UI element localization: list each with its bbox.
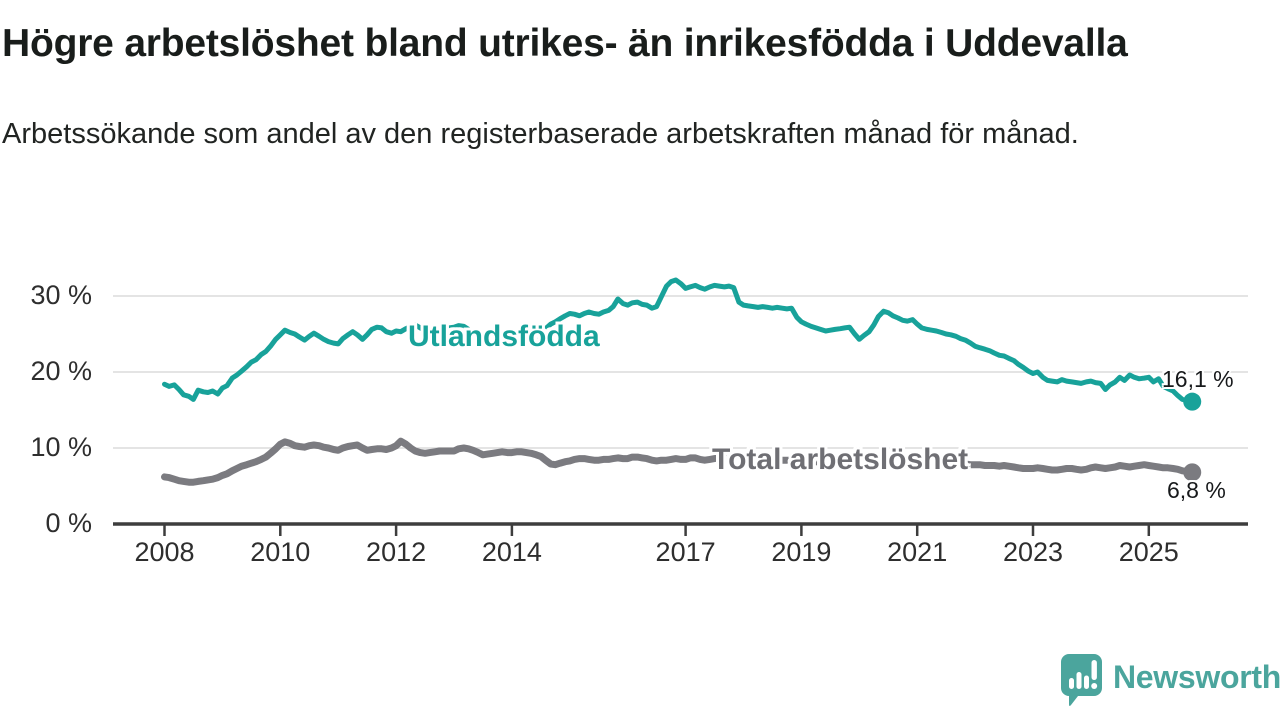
- x-axis-tick-label: 2010: [250, 537, 311, 567]
- x-axis-tick-label: 2025: [1118, 537, 1179, 567]
- y-axis-tick-label: 0 %: [45, 507, 92, 538]
- brand-wordmark: Newsworthy: [1113, 659, 1280, 695]
- chart-subtitle: Arbetssökande som andel av den registerb…: [2, 118, 1079, 150]
- series-end-dot-utlandsfodda: [1183, 392, 1202, 411]
- end-value-label-utlandsfodda: 16,1 %: [1162, 366, 1234, 392]
- x-axis-tick-label: 2023: [1002, 537, 1064, 567]
- x-axis-tick-label: 2008: [134, 537, 195, 567]
- series-line-total: [161, 437, 1196, 486]
- x-axis-tick-label: 2019: [771, 537, 832, 567]
- x-axis-tick-label: 2021: [887, 537, 948, 567]
- series-end-dot-total: [1183, 463, 1202, 482]
- series-label-utlandsfodda: Utlandsfödda: [408, 320, 600, 353]
- brand-footer: Newsworthy: [1058, 652, 1280, 708]
- page-title: Högre arbetslöshet bland utrikes- än inr…: [2, 22, 1128, 65]
- y-axis-tick-label: 20 %: [30, 355, 92, 386]
- end-value-label-total: 6,8 %: [1167, 477, 1226, 503]
- x-axis-tick-label: 2012: [366, 537, 427, 567]
- series-line-utlandsfodda: [162, 277, 1195, 405]
- y-axis-tick-label: 10 %: [30, 431, 92, 462]
- newsworthy-logo-icon: [1061, 654, 1102, 706]
- x-axis-tick-label: 2014: [481, 537, 542, 567]
- y-axis-tick-label: 30 %: [30, 279, 92, 310]
- series-label-total-arbetsloshet: Total arbetslöshet: [712, 443, 969, 476]
- x-axis-tick-label: 2017: [655, 537, 716, 567]
